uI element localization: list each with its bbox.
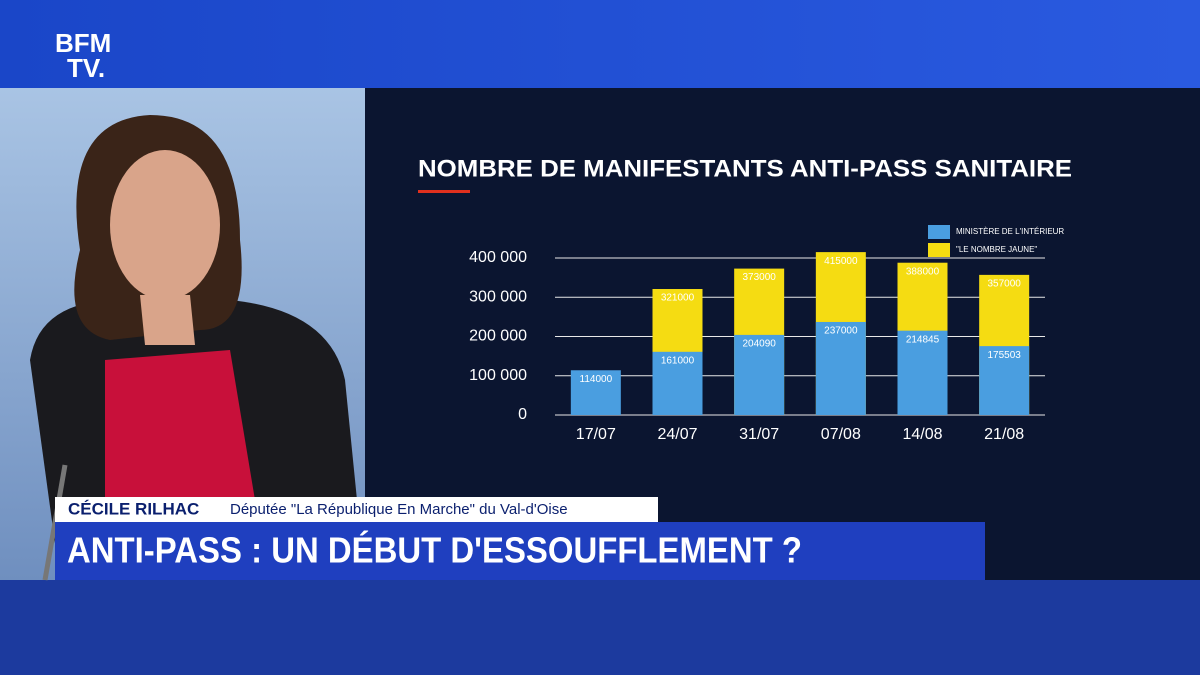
x-tick-label: 07/08 xyxy=(821,426,861,443)
value-label: 321000 xyxy=(661,293,695,304)
x-tick-label: 24/07 xyxy=(657,426,697,443)
value-label: 237000 xyxy=(824,326,858,337)
y-tick-label: 400 000 xyxy=(469,249,527,266)
y-tick-label: 300 000 xyxy=(469,288,527,305)
value-label: 357000 xyxy=(987,279,1021,290)
bar xyxy=(897,330,948,415)
logo-bfm: BFM xyxy=(55,28,111,58)
title-underline xyxy=(418,190,470,193)
legend-label: MINISTÈRE DE L'INTÉRIEUR xyxy=(956,227,1064,236)
value-label: 373000 xyxy=(742,272,776,283)
bar xyxy=(734,334,785,415)
bar xyxy=(815,321,866,415)
guest-name: CÉCILE RILHAC xyxy=(68,499,199,518)
y-tick-label: 200 000 xyxy=(469,328,527,345)
chart-title: NOMBRE DE MANIFESTANTS ANTI-PASS SANITAI… xyxy=(418,155,1072,182)
y-tick-label: 100 000 xyxy=(469,367,527,384)
bar xyxy=(979,346,1030,415)
x-tick-label: 17/07 xyxy=(576,426,616,443)
headline-bar xyxy=(55,522,985,580)
legend-label: "LE NOMBRE JAUNE" xyxy=(956,245,1037,254)
legend-swatch xyxy=(928,243,950,257)
value-label: 161000 xyxy=(661,355,695,366)
headline: ANTI-PASS : UN DÉBUT D'ESSOUFFLEMENT ? xyxy=(67,530,802,571)
value-label: 175503 xyxy=(987,350,1021,361)
value-label: 204090 xyxy=(742,339,776,350)
value-label: 214845 xyxy=(906,334,940,345)
value-label: 114000 xyxy=(580,374,613,385)
bar xyxy=(570,370,621,415)
name-strip xyxy=(55,497,658,522)
logo-tv: TV. xyxy=(67,53,105,83)
bottom-banner xyxy=(0,580,1200,675)
y-tick-label: 0 xyxy=(518,406,527,423)
bar xyxy=(652,351,703,415)
guest-role: Députée "La République En Marche" du Val… xyxy=(230,501,568,518)
top-banner xyxy=(0,0,1200,88)
x-tick-label: 14/08 xyxy=(902,426,942,443)
x-tick-label: 21/08 xyxy=(984,426,1024,443)
x-tick-label: 31/07 xyxy=(739,426,779,443)
value-label: 388000 xyxy=(906,266,940,277)
legend-swatch xyxy=(928,225,950,239)
value-label: 415000 xyxy=(824,256,858,267)
